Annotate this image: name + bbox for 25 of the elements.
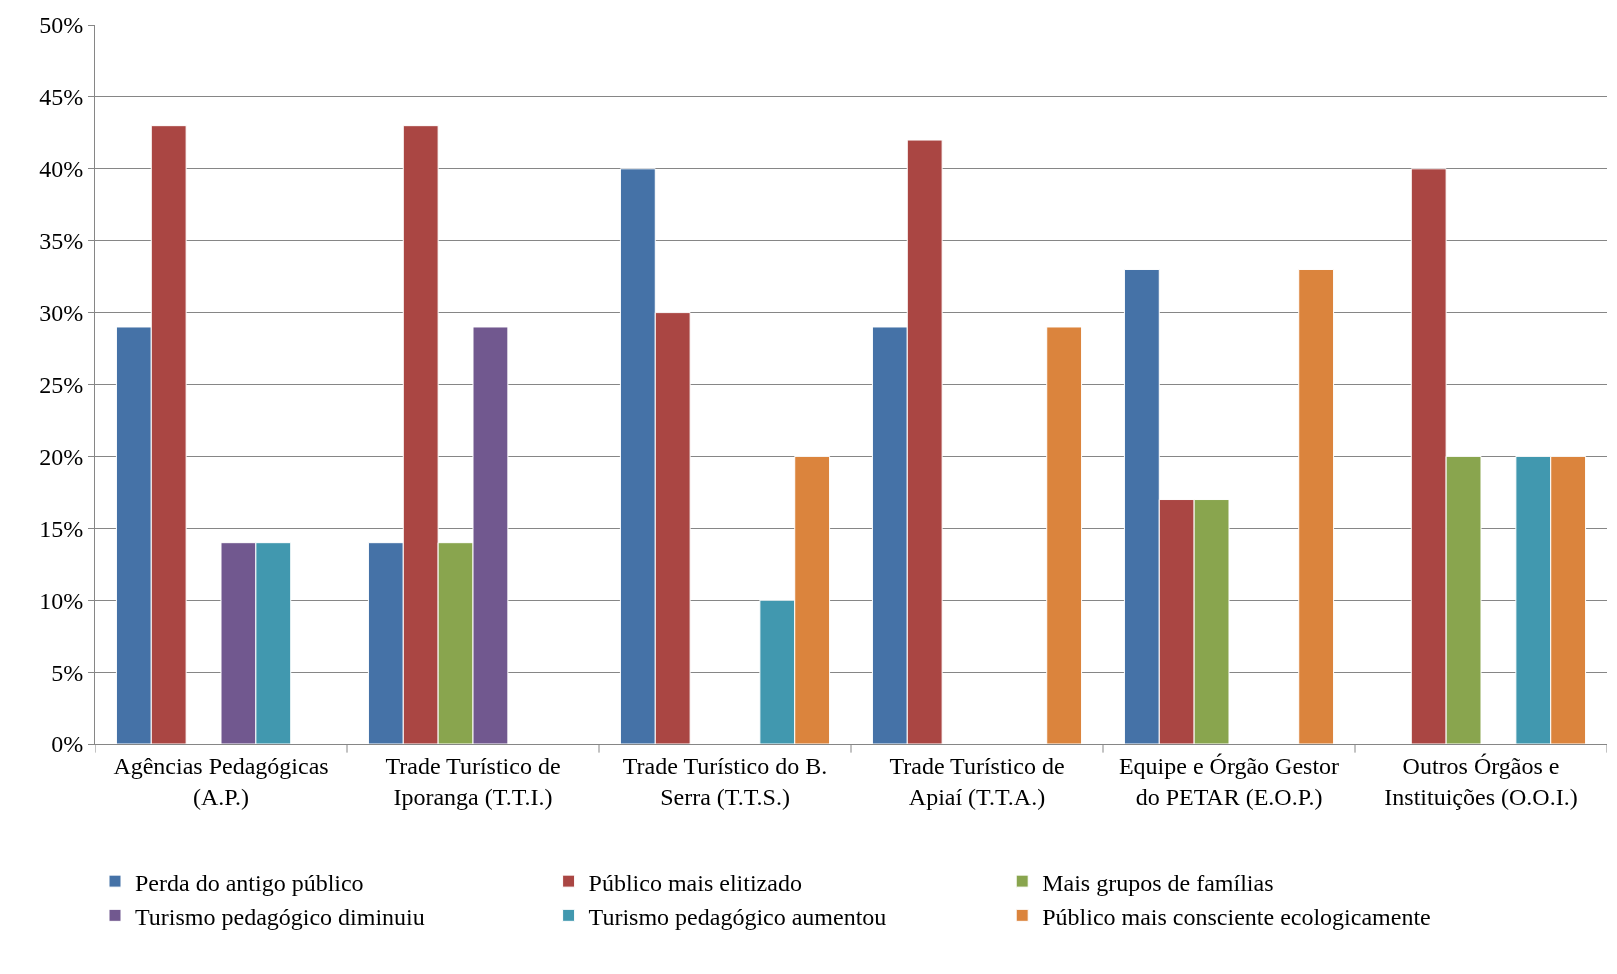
bar — [1298, 268, 1335, 744]
y-tick-label: 25% — [39, 371, 84, 398]
x-tick-label: Outros Órgãos e Instituições (O.O.I.) — [1384, 752, 1578, 810]
y-tick-label: 0% — [51, 731, 84, 758]
y-tick-label: 30% — [39, 300, 84, 326]
bar — [1046, 326, 1083, 744]
x-tick-label: Equipe e Órgão Gestor do PETAR (E.O.P.) — [1118, 752, 1340, 810]
legend-label: Turismo pedagógico aumentou — [588, 903, 887, 930]
x-tick-label: Trade Turístico de Iporanga (T.T.I.) — [385, 752, 561, 810]
x-tick-label: Trade Turístico do B. Serra (T.T.S.) — [622, 752, 828, 810]
legend-label: Público mais elitizado — [588, 869, 802, 896]
y-tick-label: 40% — [39, 156, 84, 183]
y-tick-label: 20% — [39, 443, 84, 470]
y-tick-label: 45% — [39, 84, 84, 111]
legend-label: Turismo pedagógico diminuiu — [135, 903, 425, 930]
y-tick-label: 15% — [39, 515, 84, 542]
y-tick-label: 35% — [39, 228, 84, 255]
legend-label: Perda do antigo público — [135, 869, 364, 896]
y-tick-label: 50% — [39, 12, 84, 39]
x-tick-label: Agências Pedagógicas (A.P.) — [113, 752, 329, 810]
y-tick-label: 5% — [51, 659, 84, 686]
legend-label: Mais grupos de famílias — [1042, 869, 1274, 896]
legend-label: Público mais consciente ecologicamente — [1042, 903, 1431, 930]
y-tick-label: 10% — [39, 587, 84, 614]
x-tick-label: Trade Turístico de Apiaí (T.T.A.) — [889, 752, 1065, 810]
